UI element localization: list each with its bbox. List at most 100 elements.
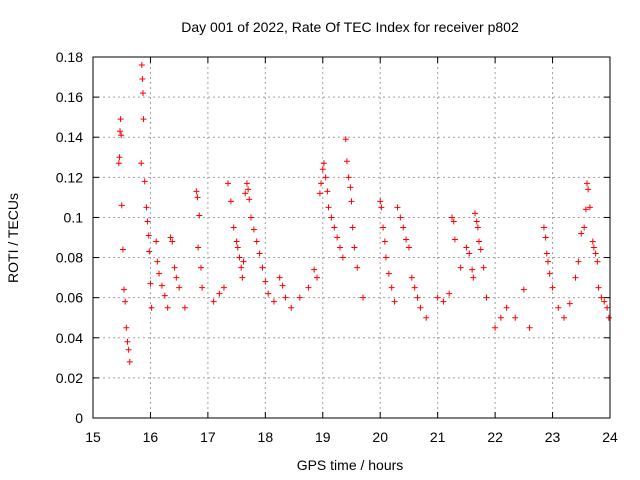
data-point (242, 190, 249, 197)
data-point (466, 250, 473, 257)
data-point (250, 226, 257, 233)
data-point (483, 294, 490, 301)
data-point (147, 280, 154, 287)
data-point (216, 290, 223, 297)
data-point (434, 294, 441, 301)
axis-ticks (92, 56, 611, 419)
data-point (474, 224, 481, 231)
data-point (411, 284, 418, 291)
data-point (156, 270, 163, 277)
data-point (492, 324, 499, 331)
data-point (144, 218, 151, 225)
data-point (581, 224, 588, 231)
y-axis-label: ROTI / TECUs (5, 193, 21, 283)
data-point (169, 238, 176, 245)
data-point (582, 206, 589, 213)
data-point (408, 274, 415, 281)
data-point (343, 158, 350, 165)
data-point (391, 298, 398, 305)
data-point (463, 244, 470, 251)
y-tick-label: 0.08 (56, 250, 83, 266)
y-tick-label: 0.04 (56, 330, 83, 346)
data-point (305, 284, 312, 291)
data-point (161, 292, 168, 299)
data-point (328, 214, 335, 221)
data-point (354, 264, 361, 271)
data-point (146, 248, 153, 255)
data-point (126, 358, 133, 365)
data-point (316, 190, 323, 197)
data-point (124, 338, 131, 345)
data-point (450, 218, 457, 225)
data-point (526, 324, 533, 331)
data-point (238, 264, 245, 271)
data-point (457, 264, 464, 271)
data-point (140, 116, 147, 123)
data-point (119, 246, 126, 253)
data-point (561, 314, 568, 321)
data-point (595, 284, 602, 291)
data-point (334, 234, 341, 241)
data-point (115, 160, 122, 167)
data-point (173, 274, 180, 281)
data-point (196, 212, 203, 219)
data-point (276, 274, 283, 281)
data-point (243, 180, 250, 187)
data-point (590, 244, 597, 251)
plot-frame (92, 56, 611, 419)
data-point (414, 294, 421, 301)
data-point (239, 274, 246, 281)
data-point (423, 314, 430, 321)
data-point (512, 314, 519, 321)
x-tick-labels: 15 16 17 18 19 20 21 22 23 24 (85, 429, 618, 445)
data-point (542, 234, 549, 241)
data-point (154, 258, 161, 265)
data-point (417, 304, 424, 311)
data-point (234, 244, 241, 251)
y-tick-label: 0.02 (56, 370, 83, 386)
data-point (282, 294, 289, 301)
x-axis-label: GPS time / hours (297, 457, 404, 473)
data-point (220, 284, 227, 291)
data-point (270, 298, 277, 305)
data-point (403, 236, 410, 243)
data-point (342, 136, 349, 143)
x-tick-label: 21 (430, 429, 446, 445)
data-point (262, 278, 269, 285)
data-point (604, 304, 611, 311)
data-point (240, 258, 247, 265)
data-point (382, 254, 389, 261)
data-point (139, 90, 146, 97)
data-point (279, 282, 286, 289)
data-point (331, 224, 338, 231)
data-point (224, 180, 231, 187)
data-point (194, 194, 201, 201)
data-point (245, 186, 252, 193)
data-point (397, 214, 404, 221)
data-point (210, 298, 217, 305)
data-point (247, 214, 254, 221)
data-point (575, 258, 582, 265)
data-point (193, 188, 200, 195)
x-tick-label: 19 (315, 429, 331, 445)
data-point (139, 76, 146, 83)
data-point (337, 244, 344, 251)
data-point (296, 294, 303, 301)
data-point (540, 224, 547, 231)
data-point (380, 224, 387, 231)
y-tick-label: 0.18 (56, 49, 83, 65)
data-point (592, 250, 599, 257)
data-point (117, 116, 124, 123)
data-point (578, 230, 585, 237)
data-point (394, 204, 401, 211)
x-tick-label: 16 (143, 429, 159, 445)
data-point (544, 258, 551, 265)
y-tick-label: 0.12 (56, 169, 83, 185)
data-point (121, 286, 128, 293)
data-point (449, 214, 456, 221)
data-point (118, 202, 125, 209)
data-point (123, 324, 130, 331)
x-tick-label: 18 (258, 429, 274, 445)
data-point (122, 298, 129, 305)
